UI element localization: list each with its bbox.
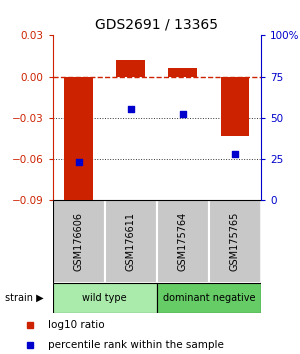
Bar xyxy=(105,200,157,283)
Bar xyxy=(209,200,261,283)
Point xyxy=(232,151,237,157)
Bar xyxy=(52,200,105,283)
Bar xyxy=(157,283,261,313)
Title: GDS2691 / 13365: GDS2691 / 13365 xyxy=(95,17,218,32)
Text: GSM176611: GSM176611 xyxy=(126,212,136,271)
Text: dominant negative: dominant negative xyxy=(163,293,255,303)
Bar xyxy=(64,76,93,201)
Text: percentile rank within the sample: percentile rank within the sample xyxy=(48,340,224,350)
Point xyxy=(180,112,185,117)
Text: strain ▶: strain ▶ xyxy=(5,293,44,303)
Text: GSM175764: GSM175764 xyxy=(178,212,188,271)
Text: log10 ratio: log10 ratio xyxy=(48,320,105,330)
Bar xyxy=(52,283,157,313)
Bar xyxy=(220,76,249,136)
Bar xyxy=(169,68,197,76)
Point xyxy=(128,107,133,112)
Text: GSM175765: GSM175765 xyxy=(230,212,240,271)
Text: GSM176606: GSM176606 xyxy=(74,212,84,271)
Text: wild type: wild type xyxy=(82,293,127,303)
Point xyxy=(76,159,81,165)
Bar xyxy=(116,60,145,76)
Bar xyxy=(157,200,209,283)
